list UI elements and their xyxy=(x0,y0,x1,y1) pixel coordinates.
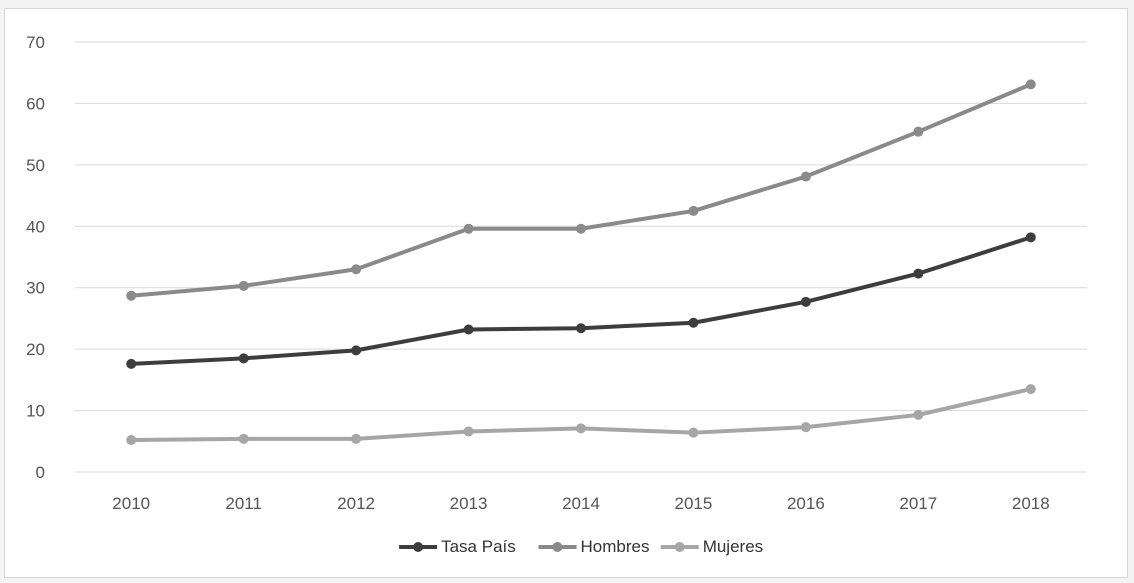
line-chart: 0 10 20 30 40 50 60 70 2010 2011 2012 2013 2014 2015… xyxy=(26,33,1087,556)
legend: Tasa País Hombres Mujeres xyxy=(399,537,763,556)
data-point xyxy=(351,264,362,275)
data-point xyxy=(913,126,924,137)
series-lines xyxy=(126,79,1036,446)
legend-label: Tasa País xyxy=(441,537,516,556)
x-tick-label: 2016 xyxy=(787,494,825,513)
legend-label: Mujeres xyxy=(703,537,763,556)
data-point xyxy=(800,171,811,182)
data-point xyxy=(1025,79,1036,90)
gridlines xyxy=(75,41,1087,473)
legend-item: Mujeres xyxy=(660,537,763,556)
data-point xyxy=(238,280,249,291)
data-point xyxy=(576,223,586,234)
y-tick-label: 0 xyxy=(36,463,45,482)
y-tick-label: 30 xyxy=(26,279,45,298)
data-point xyxy=(126,435,137,446)
x-tick-label: 2010 xyxy=(112,494,150,513)
data-point xyxy=(576,423,586,434)
series-tasa-pa-s xyxy=(126,232,1036,369)
data-point xyxy=(800,422,811,433)
data-point xyxy=(688,205,699,216)
data-point xyxy=(463,426,474,437)
data-point xyxy=(126,290,137,301)
x-tick-label: 2013 xyxy=(450,494,488,513)
legend-label: Hombres xyxy=(581,537,650,556)
legend-item: Tasa País xyxy=(399,537,516,556)
data-point xyxy=(463,223,474,234)
x-tick-label: 2012 xyxy=(337,494,375,513)
series-line xyxy=(129,235,1033,366)
data-point xyxy=(1025,384,1036,395)
y-tick-label: 10 xyxy=(26,402,45,421)
series-mujeres xyxy=(126,384,1036,446)
data-point xyxy=(576,323,586,334)
x-tick-label: 2015 xyxy=(675,494,713,513)
data-point xyxy=(1025,232,1036,243)
x-axis-ticks: 2010 2011 2012 2013 2014 2015 2016 2017 2018 xyxy=(112,494,1049,513)
x-tick-label: 2014 xyxy=(562,494,600,513)
y-tick-label: 50 xyxy=(26,156,45,175)
data-point xyxy=(913,409,924,420)
data-point xyxy=(351,433,362,444)
x-tick-label: 2017 xyxy=(899,494,937,513)
y-tick-label: 70 xyxy=(26,33,45,52)
data-point xyxy=(913,268,924,279)
y-axis-ticks: 0 10 20 30 40 50 60 70 xyxy=(26,33,45,482)
legend-swatch-marker xyxy=(413,542,424,552)
y-tick-label: 60 xyxy=(26,94,45,113)
series-hombres xyxy=(126,79,1036,301)
data-point xyxy=(688,427,699,438)
legend-swatch-marker xyxy=(674,542,685,552)
x-tick-label: 2018 xyxy=(1012,494,1050,513)
y-tick-label: 40 xyxy=(26,217,45,236)
x-tick-label: 2011 xyxy=(225,494,262,513)
y-tick-label: 20 xyxy=(26,340,45,359)
data-point xyxy=(800,296,811,307)
chart-frame: 0 10 20 30 40 50 60 70 2010 2011 2012 2013 2014 2015… xyxy=(4,8,1128,578)
legend-item: Hombres xyxy=(538,537,650,556)
data-point xyxy=(688,317,699,328)
data-point xyxy=(351,345,362,356)
series-line xyxy=(129,82,1033,298)
legend-swatch-marker xyxy=(552,542,563,552)
data-point xyxy=(126,358,137,369)
data-point xyxy=(238,433,249,444)
data-point xyxy=(463,324,474,335)
data-point xyxy=(238,353,249,364)
